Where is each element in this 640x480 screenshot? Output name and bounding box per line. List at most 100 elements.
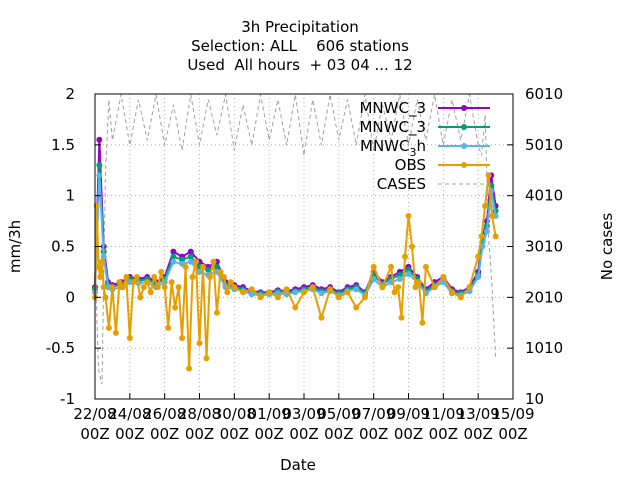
data-point — [158, 268, 165, 275]
data-point — [478, 233, 485, 240]
data-point — [187, 253, 194, 260]
data-point — [431, 284, 438, 291]
data-point — [335, 294, 342, 301]
x-tick-label: 28/08 00Z — [178, 405, 221, 443]
legend-entry-2: MNWC3h — [360, 137, 490, 159]
data-point — [353, 304, 360, 311]
x-tick-label: 30/08 00Z — [213, 405, 256, 443]
data-point — [327, 286, 334, 293]
legend-label: MNWC_3 — [359, 99, 426, 118]
title-line-3: Used All hours + 03 04 ... 12 — [187, 56, 412, 74]
legend-label: CASES — [377, 175, 426, 193]
series-line — [94, 139, 497, 294]
x-tick-label: 09/09 00Z — [387, 405, 430, 443]
data-point — [151, 274, 158, 280]
x-tick-label: 22/08 00Z — [73, 405, 116, 443]
data-point — [257, 294, 264, 301]
data-point — [96, 162, 103, 169]
data-point — [482, 202, 489, 209]
x-tick-label: 05/09 00Z — [317, 405, 360, 443]
data-point — [96, 172, 103, 179]
data-point — [123, 274, 130, 280]
series-3-obs — [92, 172, 499, 372]
data-point — [147, 289, 154, 296]
data-point — [182, 263, 189, 270]
data-point — [217, 268, 224, 275]
legend-entry-0: MNWC_3 — [359, 99, 490, 118]
data-point — [231, 284, 238, 291]
data-point — [165, 324, 172, 331]
data-point — [370, 276, 377, 283]
data-point — [126, 335, 133, 341]
data-point — [227, 279, 234, 286]
legend-marker — [461, 105, 467, 111]
data-point — [213, 309, 220, 316]
x-tick-label: 13/09 00Z — [457, 405, 500, 443]
data-point — [187, 248, 194, 255]
data-point — [205, 266, 212, 273]
data-point — [170, 248, 177, 255]
data-point — [391, 289, 398, 296]
legend-marker — [461, 124, 467, 130]
data-point — [440, 274, 447, 280]
data-point — [179, 335, 186, 341]
data-point — [475, 274, 482, 280]
data-point — [422, 263, 429, 270]
data-point — [370, 263, 377, 270]
data-point — [210, 258, 217, 265]
y2-tick-label: 5010 — [525, 136, 563, 154]
data-point — [95, 263, 102, 270]
data-point — [266, 289, 273, 296]
series-0-mnwc-3 — [92, 136, 499, 296]
data-point — [105, 324, 112, 331]
data-point — [483, 228, 490, 235]
series-line — [94, 94, 497, 385]
data-point — [196, 268, 203, 275]
data-point — [189, 274, 196, 280]
data-point — [154, 284, 161, 291]
data-point — [283, 286, 290, 293]
data-point — [395, 284, 402, 291]
x-tick-label: 01/09 00Z — [248, 405, 291, 443]
x-tick-label: 03/09 00Z — [282, 405, 325, 443]
chart-title: 3h Precipitation Selection: ALL 606 stat… — [187, 18, 412, 74]
x-tick-label: 15/09 00Z — [491, 405, 534, 443]
data-point — [489, 213, 496, 219]
title-line-1: 3h Precipitation — [241, 18, 359, 36]
data-point — [196, 340, 203, 347]
data-point — [187, 258, 194, 265]
legend-label: MNWC_3 — [359, 118, 426, 137]
data-point — [224, 289, 231, 296]
grid-lines — [94, 93, 514, 400]
data-point — [213, 263, 220, 270]
data-point — [292, 289, 299, 296]
data-point — [412, 284, 419, 291]
data-point — [97, 274, 104, 280]
data-point — [102, 294, 109, 301]
data-point — [240, 289, 247, 296]
data-point — [119, 284, 126, 291]
series-4-cases — [94, 94, 497, 385]
y2-tick-label: 6010 — [525, 85, 563, 103]
data-point — [415, 279, 422, 286]
data-point — [193, 258, 200, 265]
data-point — [175, 284, 182, 291]
data-point — [449, 289, 456, 296]
data-point — [318, 290, 325, 297]
data-point — [274, 294, 281, 301]
legend-label: OBS — [395, 156, 426, 174]
y-tick-label: 0.5 — [51, 238, 75, 256]
data-point — [408, 243, 415, 250]
data-point — [144, 279, 151, 286]
data-point — [161, 284, 168, 291]
series-line — [94, 175, 497, 369]
y-tick-label: -1 — [60, 390, 75, 408]
y2-axis-label: No cases — [598, 213, 616, 281]
data-point — [388, 263, 395, 270]
legend-marker — [461, 143, 467, 149]
legend-entry-3: OBS — [395, 156, 490, 174]
data-point — [353, 286, 360, 293]
legend-entry-4: CASES — [377, 175, 490, 193]
data-point — [361, 294, 368, 301]
